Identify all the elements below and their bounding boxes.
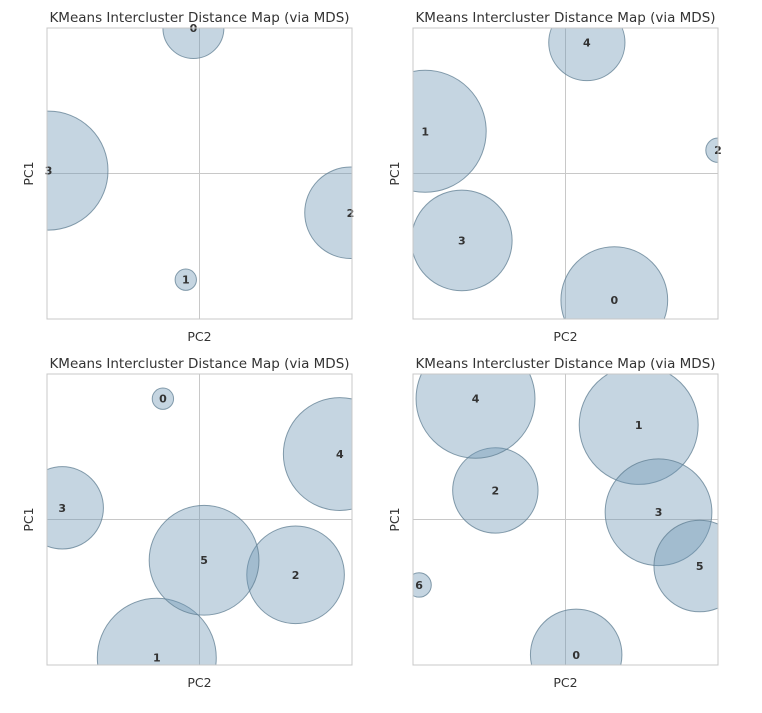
cluster-label-0: 0 [159,393,167,406]
bubble-layer-1 [47,28,352,291]
cluster-label-6: 6 [415,579,423,592]
cluster-label-2: 2 [492,484,500,497]
chart-title-4: KMeans Intercluster Distance Map (via MD… [415,356,715,372]
cluster-label-5: 5 [696,560,704,573]
cluster-bubble-3 [604,458,713,567]
chart-panel-3: 0 1 2 3 4 5 KMeans Intercluster Distance Map (… [21,356,353,690]
cluster-bubble-4 [548,28,626,82]
bubble-layer-2 [413,28,718,319]
bubble-layer-3 [47,387,352,665]
x-axis-label-1: PC2 [187,329,211,344]
cluster-label-4: 4 [472,393,480,406]
chart-title-1: KMeans Intercluster Distance Map (via MD… [49,10,349,26]
plot-frame-1 [46,27,353,320]
cluster-bubble-4 [282,397,352,511]
cluster-label-3: 3 [458,234,466,247]
cluster-bubble-2 [246,525,345,625]
cluster-label-4: 4 [583,37,591,50]
cluster-bubble-5 [653,519,718,613]
x-axis-label-2: PC2 [553,329,577,344]
y-axis-label-4: PC1 [387,507,402,531]
cluster-bubble-1 [578,374,699,485]
cluster-label-3: 3 [45,165,53,178]
cluster-bubble-1 [174,268,197,291]
cluster-bubble-0 [162,28,225,59]
plot-frame-2 [412,27,719,320]
cluster-bubble-3 [47,466,104,550]
cluster-bubble-2 [452,447,539,534]
cluster-label-0: 0 [572,649,580,662]
plot-frame-4 [412,373,719,666]
bubble-layer-4 [413,374,718,665]
cluster-bubble-6 [413,572,432,598]
x-axis-label-3: PC2 [187,675,211,690]
cluster-label-3: 3 [58,502,66,515]
cluster-label-1: 1 [182,274,190,287]
cluster-label-0: 0 [610,294,618,307]
chart-title-3: KMeans Intercluster Distance Map (via MD… [49,356,349,372]
cluster-bubble-5 [148,504,260,616]
y-axis-label-3: PC1 [21,507,36,531]
cluster-bubble-0 [529,608,623,665]
cluster-label-2: 2 [347,207,355,220]
chart-panel-4: 0 1 2 3 4 5 6 KMeans Intercluster Distance Map … [387,356,719,690]
cluster-label-1: 1 [635,419,643,432]
cluster-label-5: 5 [200,554,208,567]
cluster-bubble-0 [151,387,175,410]
chart-title-2: KMeans Intercluster Distance Map (via MD… [415,10,715,26]
y-axis-label-2: PC1 [387,161,402,185]
cluster-bubble-0 [560,246,669,319]
cluster-bubble-2 [304,166,352,260]
y-axis-label-1: PC1 [21,161,36,185]
cluster-label-2: 2 [292,569,300,582]
cluster-label-3: 3 [655,506,663,519]
plot-frame-3 [46,373,353,666]
cluster-bubble-1 [413,69,487,193]
cluster-label-4: 4 [336,448,344,461]
cluster-bubble-3 [47,110,109,231]
x-axis-label-4: PC2 [553,675,577,690]
cluster-bubble-1 [96,597,217,665]
cluster-bubble-3 [413,189,513,292]
cluster-label-1: 1 [421,125,429,138]
cluster-label-1: 1 [153,652,161,665]
cluster-bubble-4 [415,374,536,459]
